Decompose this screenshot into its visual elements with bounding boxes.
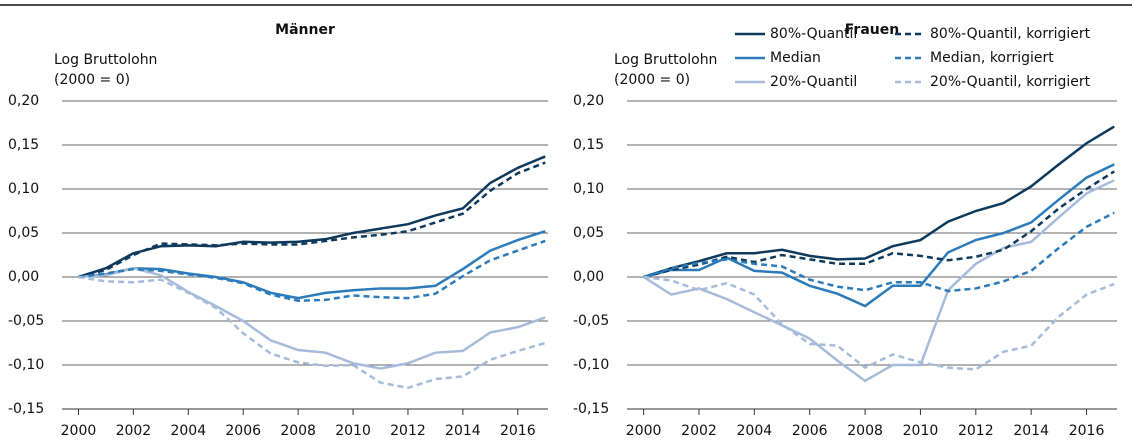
x-tick-label: 2014 (1013, 423, 1049, 439)
x-tick-label: 2000 (626, 423, 662, 439)
x-tick-label: 2008 (280, 423, 316, 439)
x-tick-label: 2012 (958, 423, 994, 439)
series-line (78, 155, 546, 279)
y-tick-label: -0,10 (8, 357, 44, 373)
y-tick-label: 0,20 (8, 93, 39, 109)
x-tick-label: 2006 (225, 423, 261, 439)
x-tick-label: 2002 (681, 423, 717, 439)
y-axis-label: Log Bruttolohn (614, 52, 717, 68)
legend-label: 80%-Quantil, korrigiert (930, 26, 1091, 42)
y-axis-label: Log Bruttolohn (54, 52, 157, 68)
legend-label: 20%-Quantil, korrigiert (930, 74, 1091, 90)
y-tick-label: 0,15 (8, 137, 39, 153)
series-line (643, 163, 1115, 308)
x-tick-label: 2016 (1069, 423, 1105, 439)
series-line (78, 161, 546, 279)
y-tick-label: 0,10 (573, 181, 604, 197)
x-tick-label: 2016 (500, 423, 536, 439)
series-line (78, 230, 546, 300)
panel-title: Männer (275, 22, 335, 38)
x-tick-label: 2000 (61, 423, 97, 439)
y-tick-label: 0,05 (573, 225, 604, 241)
x-tick-label: 2004 (170, 423, 206, 439)
y-tick-label: -0,05 (573, 313, 609, 329)
y-tick-label: 0,00 (573, 269, 604, 285)
x-tick-label: 2006 (792, 423, 828, 439)
y-tick-label: -0,10 (573, 357, 609, 373)
x-tick-label: 2004 (737, 423, 773, 439)
series-line (643, 275, 1115, 371)
x-tick-label: 2014 (445, 423, 481, 439)
series-line (78, 275, 546, 390)
x-tick-label: 2002 (116, 423, 152, 439)
y-tick-label: 0,00 (8, 269, 39, 285)
series-line (643, 125, 1115, 279)
y-tick-label: -0,05 (8, 313, 44, 329)
x-tick-label: 2008 (847, 423, 883, 439)
x-tick-label: 2010 (903, 423, 939, 439)
legend-label: Median (770, 50, 821, 66)
y-axis-label: (2000 = 0) (614, 72, 690, 88)
series-line (78, 266, 546, 370)
panel-title: Frauen (845, 22, 899, 38)
y-tick-label: -0,15 (573, 401, 609, 417)
legend-label: 20%-Quantil (770, 74, 857, 90)
series-line (643, 211, 1115, 293)
series-line (78, 239, 546, 303)
legend-label: Median, korrigiert (930, 50, 1054, 66)
series-line (642, 179, 1115, 383)
y-axis-label: (2000 = 0) (54, 72, 130, 88)
series-line (643, 170, 1115, 279)
y-tick-label: 0,15 (573, 137, 604, 153)
x-tick-label: 2010 (335, 423, 371, 439)
y-tick-label: 0,10 (8, 181, 39, 197)
legend-label: 80%-Quantil (770, 26, 857, 42)
x-tick-label: 2012 (390, 423, 426, 439)
y-tick-label: -0,15 (8, 401, 44, 417)
y-tick-label: 0,20 (573, 93, 604, 109)
y-tick-label: 0,05 (8, 225, 39, 241)
